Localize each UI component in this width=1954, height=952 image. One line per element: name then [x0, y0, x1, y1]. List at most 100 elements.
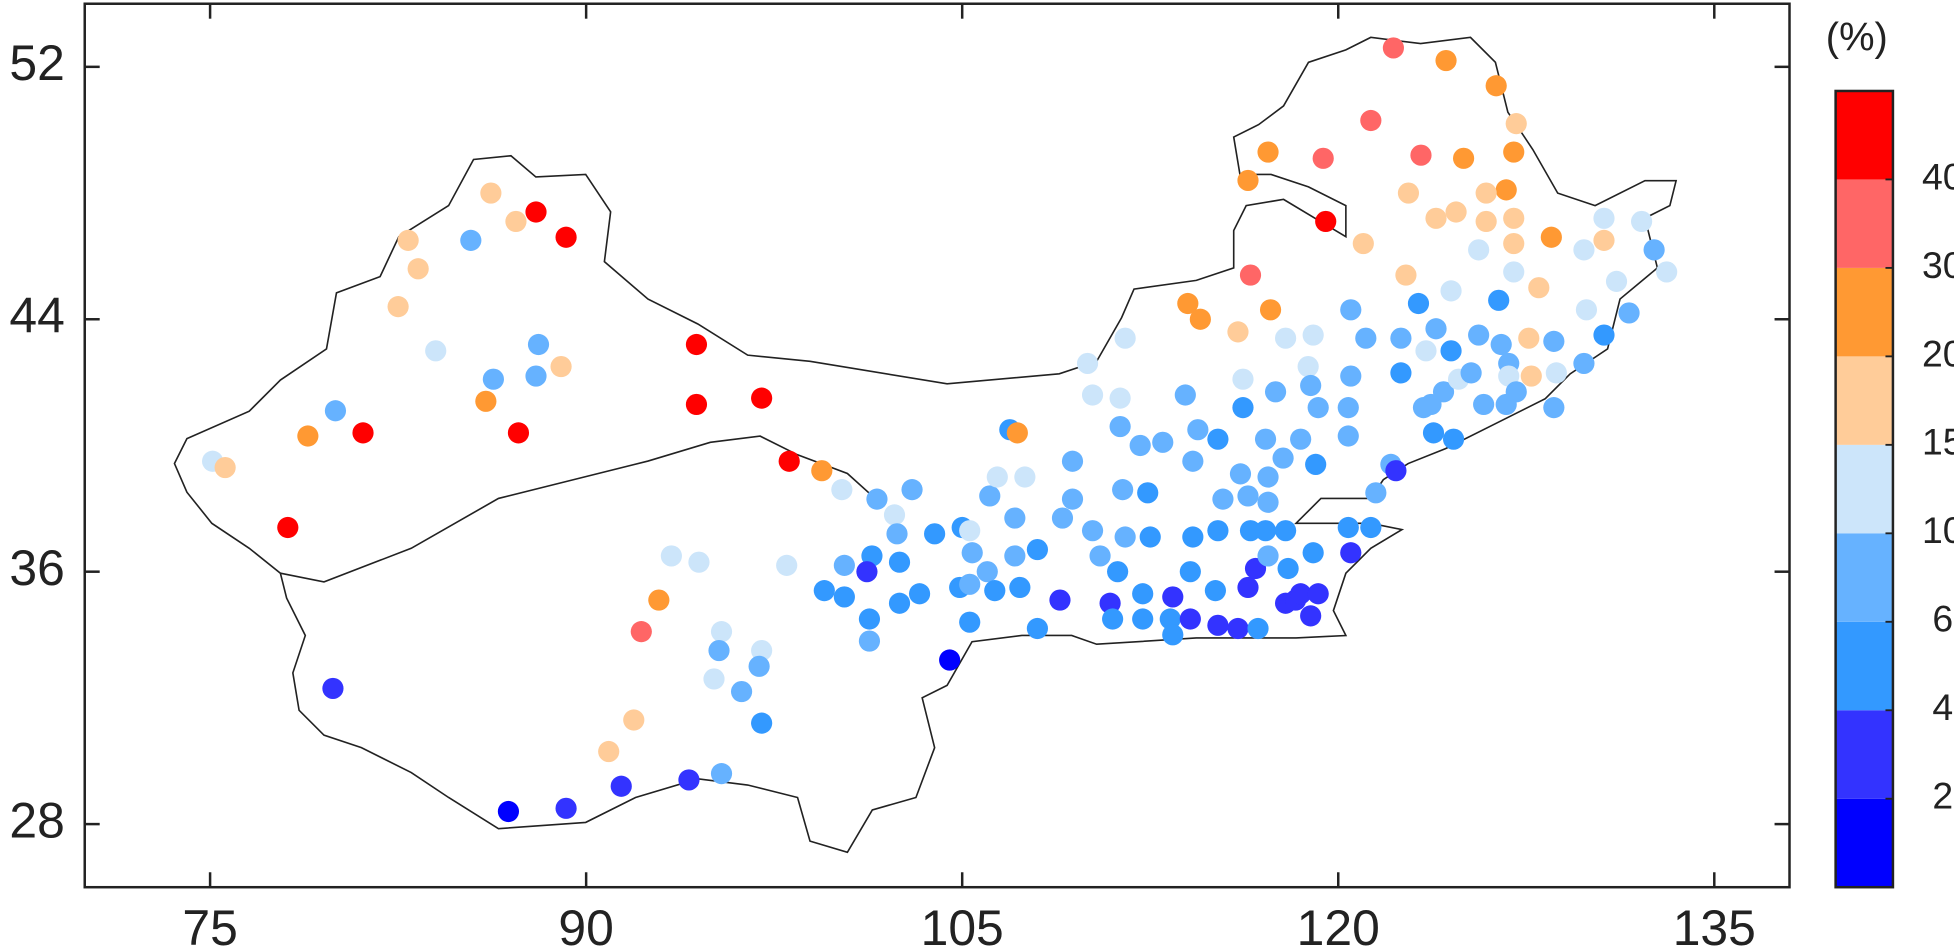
station-point: [984, 580, 1006, 602]
station-point: [1207, 614, 1229, 636]
station-point: [1488, 289, 1510, 311]
station-point: [1468, 324, 1490, 346]
station-point: [1300, 374, 1322, 397]
station-point: [425, 340, 447, 362]
colorbar-segment: [1835, 90, 1893, 180]
station-point: [352, 422, 374, 444]
station-point: [1307, 583, 1329, 605]
station-point: [1473, 393, 1495, 416]
station-point: [1257, 545, 1279, 567]
station-point: [482, 368, 504, 390]
station-point: [1207, 428, 1229, 450]
colorbar-tick-label: 2: [1932, 775, 1953, 817]
station-point: [1302, 324, 1324, 346]
station-point: [1159, 608, 1181, 630]
station-point: [1315, 210, 1337, 233]
station-point: [555, 797, 577, 819]
station-point: [1187, 419, 1209, 441]
station-point: [660, 545, 682, 567]
colorbar-segment: [1835, 444, 1893, 534]
station-point: [1076, 352, 1099, 375]
station-point: [1440, 280, 1462, 302]
station-point: [1237, 576, 1259, 599]
station-point: [1177, 292, 1199, 315]
station-point: [924, 523, 946, 545]
station-point: [1089, 545, 1111, 567]
colorbar-segment: [1835, 710, 1893, 799]
station-point: [1114, 526, 1136, 548]
station-point: [1179, 561, 1201, 583]
station-point: [1107, 561, 1129, 583]
station-point: [1460, 362, 1482, 384]
inner-boundary: [280, 435, 873, 583]
y-tick-label: 44: [9, 287, 64, 343]
station-point: [1254, 520, 1277, 542]
station-point: [1593, 324, 1615, 346]
station-point: [1137, 482, 1159, 504]
station-point: [1425, 318, 1447, 340]
station-point: [1257, 491, 1279, 513]
station-point: [550, 355, 572, 378]
station-point: [1518, 327, 1540, 349]
colorbar-segment: [1835, 356, 1893, 445]
station-point: [866, 488, 888, 510]
station-point: [959, 520, 981, 542]
colorbar-segment: [1835, 179, 1893, 268]
station-point: [888, 592, 911, 614]
station-point: [959, 611, 981, 633]
station-point: [1543, 330, 1565, 352]
station-point: [886, 523, 908, 545]
station-point: [1468, 239, 1490, 261]
station-point: [525, 365, 547, 387]
colorbar-segment: [1835, 798, 1893, 888]
station-point: [1656, 261, 1678, 283]
station-point: [1643, 239, 1665, 261]
station-point: [1365, 482, 1387, 504]
station-point: [986, 466, 1008, 488]
station-point: [1182, 526, 1204, 548]
station-point: [623, 709, 645, 731]
station-point: [1006, 422, 1028, 444]
station-point: [1257, 141, 1279, 163]
station-point: [1630, 210, 1653, 233]
station-point: [648, 589, 670, 611]
colorbar-tick-label: 20: [1922, 332, 1954, 374]
station-point: [1109, 387, 1131, 409]
station-point: [831, 479, 853, 501]
x-tick-label: 120: [1297, 900, 1380, 952]
station-point: [1102, 608, 1124, 630]
station-point: [979, 485, 1001, 507]
x-tick-label: 75: [182, 900, 237, 952]
station-point: [1239, 520, 1262, 542]
station-point: [1237, 169, 1259, 192]
station-point: [1114, 327, 1136, 349]
y-tick-label: 52: [9, 35, 64, 91]
station-point: [751, 387, 773, 409]
station-point: [751, 639, 773, 662]
station-point: [1239, 264, 1262, 286]
station-point: [1290, 428, 1312, 450]
station-point: [856, 561, 878, 583]
station-point: [1182, 450, 1204, 472]
colorbar-title: (%): [1826, 15, 1888, 59]
station-point: [678, 769, 700, 791]
station-point: [1275, 520, 1297, 542]
station-point: [1232, 397, 1254, 419]
station-point: [1099, 592, 1121, 614]
station-point: [1162, 586, 1184, 608]
station-point: [961, 542, 983, 564]
station-point: [1227, 617, 1249, 640]
station-point: [1573, 239, 1595, 261]
station-point: [1360, 109, 1382, 132]
station-point: [1340, 542, 1362, 564]
station-point: [908, 583, 931, 605]
station-point: [324, 400, 347, 422]
station-point: [1026, 617, 1048, 640]
station-point: [1109, 415, 1131, 438]
station-point: [1264, 381, 1287, 403]
station-point: [277, 516, 299, 539]
station-point: [730, 680, 753, 703]
station-point: [1432, 381, 1455, 403]
station-point: [1618, 302, 1640, 324]
